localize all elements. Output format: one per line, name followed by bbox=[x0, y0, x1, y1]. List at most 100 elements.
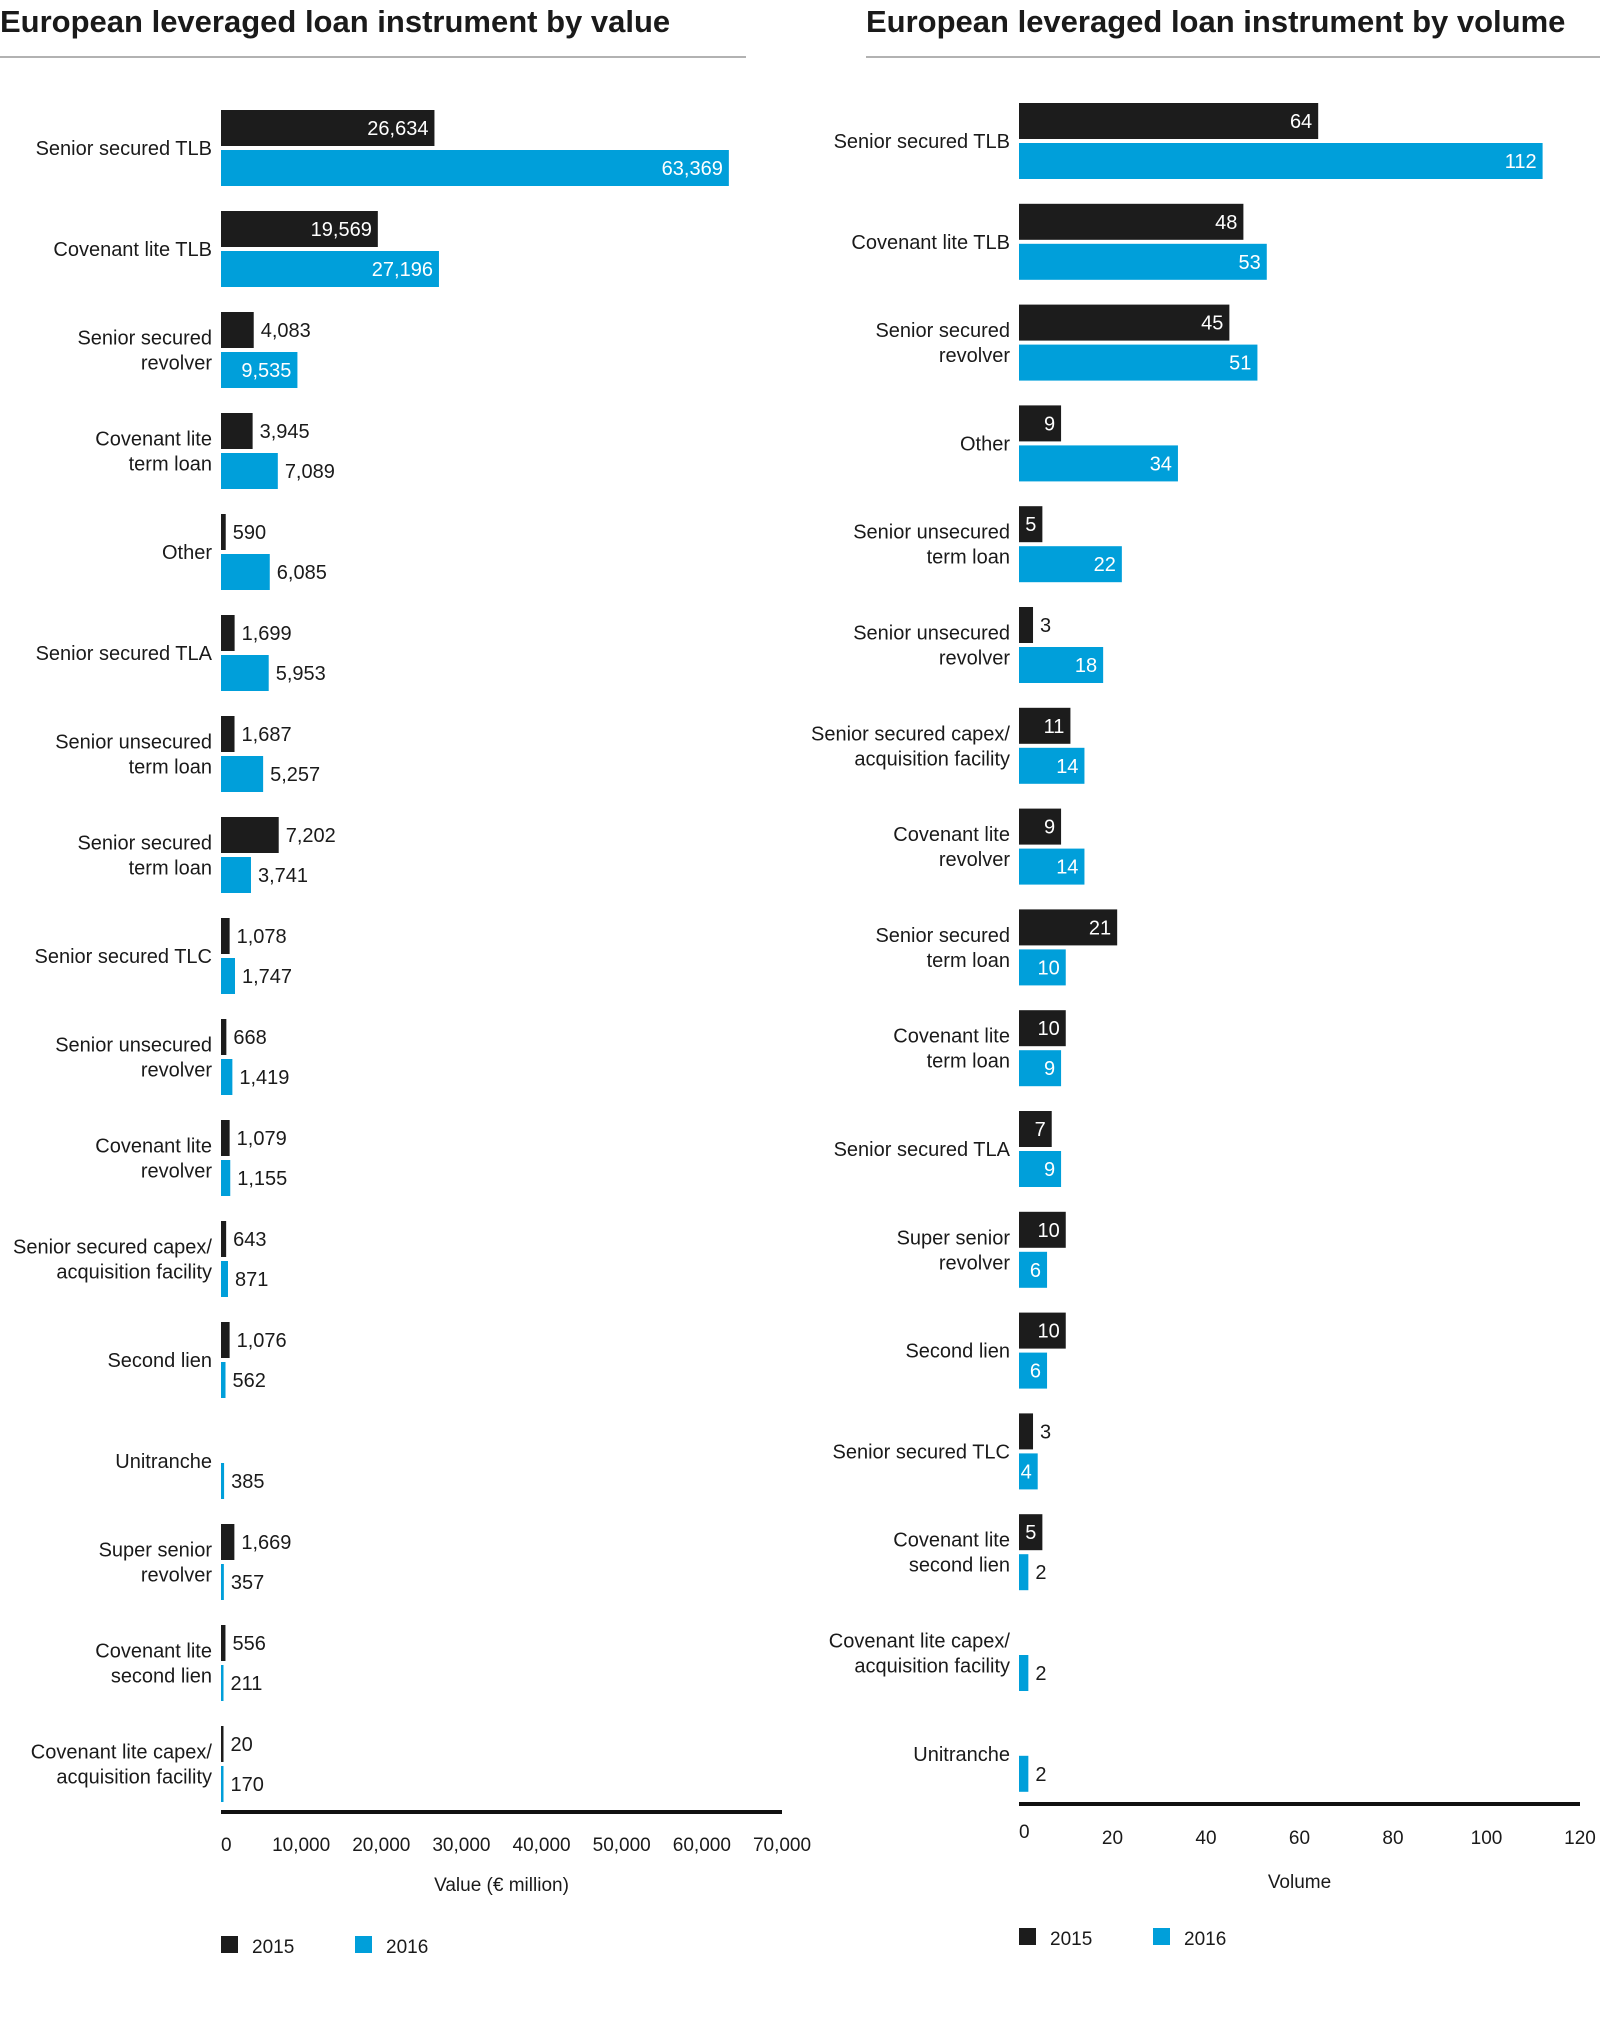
value-bar-2016 bbox=[221, 453, 278, 489]
value-data-label-2016: 6,085 bbox=[277, 562, 327, 584]
value-data-label-2016: 211 bbox=[231, 1673, 263, 1695]
volume-data-label-2015: 9 bbox=[1044, 413, 1055, 435]
value-bar-2015 bbox=[221, 1322, 230, 1358]
volume-bar-2015 bbox=[1019, 1514, 1043, 1551]
volume-category-label: term loan bbox=[927, 547, 1010, 569]
volume-bar-2016 bbox=[1019, 1655, 1029, 1691]
volume-tick-label: 0 bbox=[1019, 1822, 1030, 1843]
volume-legend-swatch-2016 bbox=[1153, 1928, 1170, 1945]
volume-data-label-2015: 64 bbox=[1290, 111, 1312, 133]
volume-category-label: term loan bbox=[927, 950, 1010, 972]
volume-bar-2015 bbox=[1019, 304, 1230, 341]
value-data-label-2015: 1,078 bbox=[237, 926, 287, 948]
volume-category-label: Unitranche bbox=[913, 1744, 1010, 1766]
value-data-label-2016: 63,369 bbox=[662, 158, 723, 180]
value-category-label: Covenant lite capex/ bbox=[31, 1742, 213, 1764]
volume-tick-label: 100 bbox=[1471, 1828, 1503, 1849]
value-data-label-2015: 19,569 bbox=[311, 219, 372, 241]
volume-data-label-2016: 6 bbox=[1030, 1260, 1041, 1282]
value-data-label-2015: 1,669 bbox=[241, 1532, 291, 1554]
volume-bar-2016 bbox=[1019, 1050, 1062, 1087]
value-category-label: Covenant lite bbox=[95, 1641, 212, 1663]
volume-bar-2015 bbox=[1019, 405, 1062, 442]
volume-data-label-2016: 53 bbox=[1239, 252, 1261, 274]
volume-bar-2015 bbox=[1019, 808, 1062, 845]
value-bar-2016 bbox=[221, 1160, 231, 1196]
value-category-label: revolver bbox=[141, 1161, 212, 1183]
volume-category-label: Senior unsecured bbox=[853, 522, 1010, 544]
volume-legend-swatch-2015 bbox=[1019, 1928, 1036, 1945]
volume-data-label-2015: 7 bbox=[1035, 1119, 1046, 1141]
volume-bar-2016 bbox=[1019, 1251, 1048, 1288]
volume-data-label-2016: 112 bbox=[1505, 151, 1537, 173]
volume-category-label: Covenant lite bbox=[893, 824, 1010, 846]
volume-data-label-2015: 10 bbox=[1038, 1018, 1060, 1040]
value-tick-label: 60,000 bbox=[673, 1835, 731, 1856]
volume-bar-2016 bbox=[1019, 243, 1267, 280]
volume-category-label: revolver bbox=[939, 345, 1010, 367]
value-bar-2016 bbox=[221, 1564, 224, 1600]
volume-data-label-2015: 5 bbox=[1025, 1522, 1036, 1544]
value-data-label-2015: 3,945 bbox=[260, 421, 310, 443]
value-axis-title: Value (€ million) bbox=[434, 1875, 569, 1896]
value-bar-2015 bbox=[221, 110, 435, 146]
value-data-label-2015: 1,699 bbox=[242, 623, 292, 645]
value-legend-swatch-2015 bbox=[221, 1936, 238, 1953]
value-category-label: Covenant lite bbox=[95, 429, 212, 451]
value-data-label-2016: 9,535 bbox=[241, 360, 291, 382]
value-category-label: acquisition facility bbox=[56, 1262, 212, 1284]
volume-data-label-2016: 51 bbox=[1229, 353, 1251, 375]
value-category-label: Senior secured TLB bbox=[36, 138, 212, 160]
value-bar-2016 bbox=[221, 1362, 226, 1398]
value-category-label: Senior secured bbox=[77, 833, 212, 855]
value-data-label-2015: 26,634 bbox=[367, 118, 428, 140]
volume-data-label-2015: 48 bbox=[1215, 212, 1237, 234]
value-data-label-2016: 3,741 bbox=[258, 865, 308, 887]
volume-data-label-2016: 2 bbox=[1035, 1663, 1046, 1685]
volume-category-label: Second lien bbox=[905, 1341, 1010, 1363]
volume-data-label-2015: 10 bbox=[1038, 1321, 1060, 1343]
value-bar-2016 bbox=[221, 352, 298, 388]
volume-bar-2016 bbox=[1019, 1151, 1062, 1187]
value-bar-2015 bbox=[221, 1726, 224, 1762]
volume-bar-2015 bbox=[1019, 506, 1043, 543]
value-tick-label: 10,000 bbox=[272, 1835, 330, 1856]
value-category-label: Super senior bbox=[99, 1540, 213, 1562]
volume-bar-2015 bbox=[1019, 1111, 1052, 1147]
volume-bar-2016 bbox=[1019, 949, 1066, 986]
volume-category-label: acquisition facility bbox=[854, 1656, 1010, 1678]
volume-bar-2016 bbox=[1019, 143, 1543, 179]
volume-category-label: revolver bbox=[939, 849, 1010, 871]
volume-data-label-2016: 34 bbox=[1150, 453, 1172, 475]
value-legend-swatch-2016 bbox=[355, 1936, 372, 1953]
volume-tick-label: 60 bbox=[1289, 1828, 1310, 1849]
volume-category-label: Covenant lite bbox=[893, 1026, 1010, 1048]
value-tick-label: 40,000 bbox=[513, 1835, 571, 1856]
value-category-label: Covenant lite TLB bbox=[53, 239, 212, 261]
volume-category-label: Covenant lite TLB bbox=[851, 232, 1010, 254]
value-category-label: Senior secured capex/ bbox=[13, 1237, 212, 1259]
volume-data-label-2016: 9 bbox=[1044, 1159, 1055, 1181]
value-data-label-2015: 7,202 bbox=[286, 825, 336, 847]
volume-data-label-2016: 6 bbox=[1030, 1361, 1041, 1383]
volume-legend-label-2016: 2016 bbox=[1184, 1929, 1226, 1950]
value-bar-2016 bbox=[221, 958, 236, 994]
volume-data-label-2016: 14 bbox=[1056, 756, 1078, 778]
value-data-label-2016: 1,155 bbox=[237, 1168, 287, 1190]
value-category-label: Covenant lite bbox=[95, 1136, 212, 1158]
value-tick-label: 20,000 bbox=[352, 1835, 410, 1856]
value-data-label-2016: 562 bbox=[233, 1370, 266, 1392]
volume-bar-2015 bbox=[1019, 1312, 1066, 1349]
value-category-label: Unitranche bbox=[115, 1451, 212, 1473]
value-bar-2015 bbox=[221, 1625, 226, 1661]
volume-bar-2015 bbox=[1019, 1413, 1034, 1450]
volume-bar-2016 bbox=[1019, 1554, 1029, 1591]
value-bar-2016 bbox=[221, 1463, 225, 1499]
value-category-label: Senior unsecured bbox=[55, 1035, 212, 1057]
value-bar-2016 bbox=[221, 251, 439, 287]
volume-bar-2015 bbox=[1019, 1211, 1066, 1248]
value-bar-2016 bbox=[221, 1261, 228, 1297]
value-category-label: second lien bbox=[111, 1666, 212, 1688]
value-data-label-2016: 871 bbox=[235, 1269, 268, 1291]
value-bar-2016 bbox=[221, 1665, 224, 1701]
